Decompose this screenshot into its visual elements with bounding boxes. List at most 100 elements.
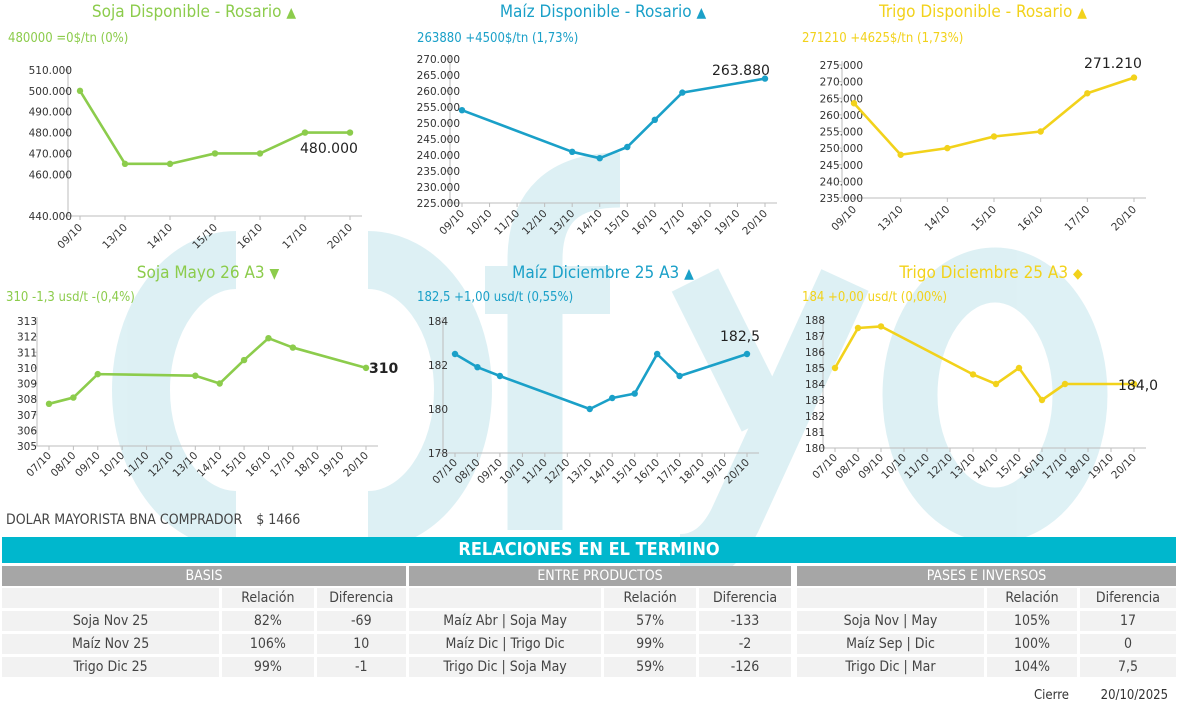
y-tick-label: 245.000	[820, 160, 863, 172]
y-tick-label: 225.000	[417, 198, 460, 210]
data-point	[166, 160, 174, 168]
pases-inversos-table: Relación Diferencia Soja Nov | May 105% …	[794, 585, 1178, 680]
chart-subtitle: 182,5 +1,00 usd/t (0,55%)	[417, 290, 574, 305]
data-point	[1038, 396, 1046, 404]
y-tick-label: 307	[17, 410, 37, 422]
y-tick-label: 440.000	[29, 211, 72, 223]
row-diferencia: -126	[699, 657, 791, 677]
pases-inversos-section: PASES E INVERSOS Relación Diferencia Soj…	[797, 566, 1176, 680]
y-tick-label: 250.000	[820, 143, 863, 155]
row-name: Maíz Abr | Soja May	[409, 611, 602, 631]
y-tick-label: 470.000	[29, 148, 72, 160]
data-point	[990, 133, 998, 140]
row-name: Soja Nov 25	[2, 611, 220, 631]
y-tick-label: 510.000	[29, 65, 72, 77]
x-tick-label: 13/10	[100, 222, 130, 252]
x-tick-label: 12/10	[520, 208, 550, 238]
table-cell	[2, 588, 220, 608]
x-tick-label: 11/10	[902, 452, 932, 482]
data-point	[831, 364, 839, 372]
x-tick-label: 20/10	[1109, 204, 1139, 234]
table-row: Soja Nov | May 105% 17	[797, 611, 1176, 631]
dolar-mayorista-label: DOLAR MAYORISTA BNA COMPRADOR $ 1466	[6, 512, 300, 528]
y-tick-label: 240.000	[820, 176, 863, 188]
data-point	[992, 380, 1000, 388]
y-tick-label: 180	[428, 404, 448, 416]
y-tick-label: 184	[428, 316, 448, 328]
y-tick-label: 186	[805, 347, 825, 359]
x-tick-label: 19/10	[713, 208, 743, 238]
y-tick-label: 187	[805, 331, 825, 343]
x-tick-label: 16/10	[1017, 452, 1047, 482]
col-diferencia: Diferencia	[1079, 588, 1176, 608]
chart-soja-mayo: Soja Mayo 26 A3 ▼ 310 -1,3 usd/t -(0,4%)…	[0, 260, 399, 510]
table-row: Maíz Abr | Soja May 57% -133	[409, 611, 791, 631]
x-tick-label: 19/10	[317, 450, 347, 480]
chart-maiz-diciembre: Maíz Diciembre 25 A3 ▲ 182,5 +1,00 usd/t…	[392, 260, 784, 510]
dolar-value: 1466	[268, 512, 301, 528]
y-tick-label: 311	[17, 347, 37, 359]
pases-inversos-header: PASES E INVERSOS	[797, 566, 1176, 586]
y-tick-label: 460.000	[29, 169, 72, 181]
table-cell	[409, 588, 602, 608]
x-tick-label: 15/10	[994, 452, 1024, 482]
col-diferencia: Diferencia	[316, 588, 406, 608]
y-tick-label: 180	[805, 443, 825, 455]
x-tick-label: 17/10	[1040, 452, 1070, 482]
row-relacion: 59%	[604, 657, 697, 677]
x-tick-label: 18/10	[685, 208, 715, 238]
y-tick-label: 255.000	[417, 102, 460, 114]
row-name: Soja Nov | May	[797, 611, 984, 631]
row-diferencia: 0	[1079, 634, 1176, 654]
y-tick-label: 182	[428, 360, 448, 372]
basis-section: BASIS Relación Diferencia Soja Nov 25 82…	[2, 566, 406, 680]
data-point	[1130, 380, 1138, 388]
chart-title: Soja Disponible - Rosario	[91, 2, 282, 22]
data-point	[944, 144, 951, 152]
x-tick-label: 15/10	[219, 450, 249, 480]
chart-subtitle: 263880 +4500$/tn (1,73%)	[417, 31, 579, 46]
chart-maiz-disponible: Maíz Disponible - Rosario ▲ 263880 +4500…	[392, 0, 784, 260]
y-tick-label: 230.000	[417, 182, 460, 194]
x-tick-label: 15/10	[603, 208, 633, 238]
col-relacion: Relación	[222, 588, 314, 608]
chart-subtitle: 271210 +4625$/tn (1,73%)	[802, 31, 964, 46]
row-relacion: 100%	[987, 634, 1077, 654]
data-point	[1084, 90, 1091, 97]
y-tick-label: 260.000	[417, 86, 460, 98]
x-tick-label: 10/10	[465, 208, 495, 238]
chart-title: Maíz Diciembre 25 A3	[512, 263, 680, 283]
dolar-currency: $	[256, 512, 265, 528]
y-tick-label: 182	[805, 411, 825, 423]
data-point	[240, 356, 248, 364]
x-tick-label: 15/10	[969, 204, 999, 234]
row-relacion: 104%	[987, 657, 1077, 677]
table-row: Trigo Dic | Soja May 59% -126	[409, 657, 791, 677]
y-tick-label: 178	[428, 448, 448, 460]
x-tick-label: 13/10	[171, 450, 201, 480]
x-tick-label: 12/10	[925, 452, 955, 482]
line-chart: 305 306 307 308 309 310 311 312 313 07/1008/1009/…	[17, 316, 399, 480]
x-tick-label: 15/10	[190, 222, 220, 252]
y-tick-label: 310	[17, 363, 37, 375]
data-point	[216, 380, 223, 387]
data-point	[346, 129, 354, 136]
x-tick-label: 18/10	[292, 450, 322, 480]
x-tick-label: 10/10	[97, 450, 127, 480]
row-diferencia: 7,5	[1079, 657, 1176, 677]
data-point	[192, 372, 199, 379]
x-tick-label: 20/10	[740, 208, 770, 238]
row-name: Maíz Dic | Trigo Dic	[409, 634, 602, 654]
data-point	[1037, 128, 1044, 135]
row-relacion: 99%	[604, 634, 697, 654]
x-tick-label: 10/10	[879, 452, 909, 482]
data-point	[121, 160, 129, 168]
table-header-row: Relación Diferencia	[2, 588, 406, 608]
col-diferencia: Diferencia	[699, 588, 791, 608]
y-tick-label: 309	[17, 379, 37, 391]
x-tick-label: 20/10	[325, 222, 355, 252]
table-row: Maíz Dic | Trigo Dic 99% -2	[409, 634, 791, 654]
y-tick-label: 313	[17, 316, 37, 328]
line-chart: 440.000 460.000 470.000 480.000 490.000 500.0…	[29, 65, 362, 252]
data-point	[458, 107, 466, 114]
